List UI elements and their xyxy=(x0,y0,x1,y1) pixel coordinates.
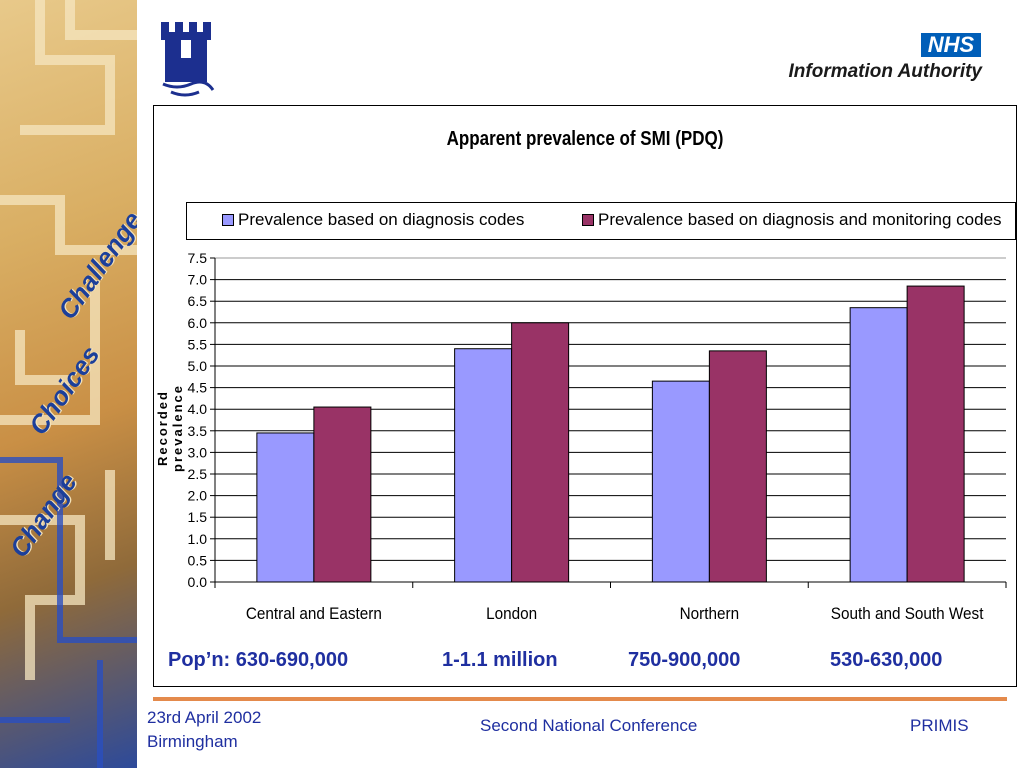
y-tick-label: 1.5 xyxy=(188,509,208,525)
y-tick-label: 4.5 xyxy=(188,380,208,396)
y-tick-label: 6.5 xyxy=(188,293,208,309)
nhs-logo: NHS xyxy=(921,33,981,57)
y-tick-label: 2.5 xyxy=(188,466,208,482)
y-tick-label: 2.0 xyxy=(188,488,208,504)
bar-1 xyxy=(651,380,710,583)
bar-2 xyxy=(511,322,570,583)
legend-item-series-2: Prevalence based on diagnosis and monito… xyxy=(582,210,1002,230)
bar-1 xyxy=(849,307,908,583)
population-central-eastern: Pop’n: 630-690,000 xyxy=(168,649,349,671)
chart-legend xyxy=(186,202,1016,240)
y-tick-label: 3.0 xyxy=(188,444,208,460)
legend-swatch-series-1 xyxy=(222,214,234,226)
y-tick-label: 7.5 xyxy=(188,250,208,266)
x-category-label: Northern xyxy=(680,604,739,623)
footer-date: 23rd April 2002 xyxy=(147,708,262,727)
y-tick-label: 5.5 xyxy=(188,336,208,352)
footer-conference: Second National Conference xyxy=(480,716,698,735)
y-tick-label: 0.5 xyxy=(188,552,208,568)
chart-title: Apparent prevalence of SMI (PDQ) xyxy=(446,128,724,150)
side-decoration-panel: Challenge Choices Change xyxy=(0,0,137,768)
legend-swatch-series-2 xyxy=(582,214,594,226)
population-northern: 750-900,000 xyxy=(628,649,741,671)
maze-pattern-icon xyxy=(0,0,137,768)
y-tick-label: 1.0 xyxy=(188,531,208,547)
footer-location: Birmingham xyxy=(147,732,238,751)
population-london: 1-1.1 million xyxy=(442,649,558,671)
y-tick-label: 4.0 xyxy=(188,401,208,417)
bar-2 xyxy=(906,285,965,583)
y-tick-label: 3.5 xyxy=(188,423,208,439)
y-tick-label: 7.0 xyxy=(188,272,208,288)
population-south-south-west: 530-630,000 xyxy=(830,649,943,671)
y-tick-label: 0.0 xyxy=(188,574,208,590)
y-tick-label: 5.0 xyxy=(188,358,208,374)
bar-1 xyxy=(256,432,315,583)
x-category-label: Central and Eastern xyxy=(246,604,382,623)
bar-1 xyxy=(454,348,513,583)
bar-2 xyxy=(313,406,372,583)
footer-divider xyxy=(153,697,1007,701)
legend-item-series-1: Prevalence based on diagnosis codes xyxy=(222,210,524,230)
legend-label-series-2: Prevalence based on diagnosis and monito… xyxy=(598,210,1002,229)
legend-label-series-1: Prevalence based on diagnosis codes xyxy=(238,210,525,229)
tower-logo-icon xyxy=(157,18,217,100)
x-category-label: London xyxy=(486,604,537,623)
nhs-subtitle: Information Authority xyxy=(788,61,983,82)
footer-org: PRIMIS xyxy=(910,716,969,735)
bar-2 xyxy=(708,350,767,583)
x-category-label: South and South West xyxy=(831,604,984,623)
y-tick-label: 6.0 xyxy=(188,315,208,331)
